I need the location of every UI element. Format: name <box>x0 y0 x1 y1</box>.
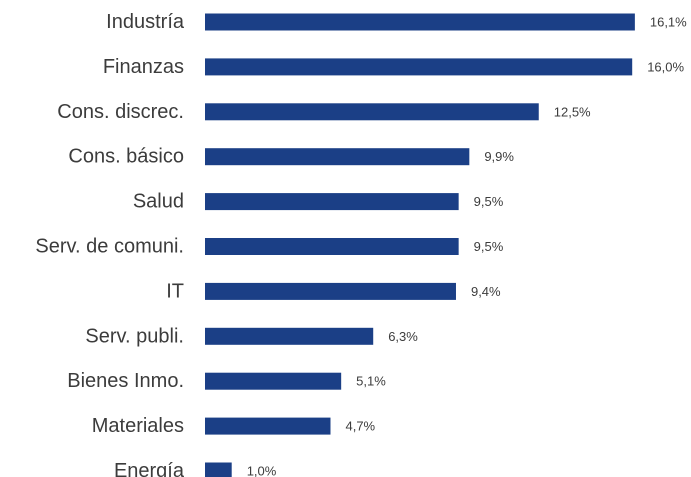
category-label: Serv. de comuni. <box>35 236 184 258</box>
bar <box>205 193 459 211</box>
bar <box>205 58 633 76</box>
category-label: Serv. publi. <box>85 325 184 347</box>
bar <box>205 238 459 255</box>
bar <box>205 462 232 477</box>
value-label: 9,5% <box>474 239 504 254</box>
bars <box>205 13 635 477</box>
category-label: Salud <box>133 191 184 213</box>
bar <box>205 13 635 31</box>
value-label: 4,7% <box>345 419 375 434</box>
bar <box>205 372 342 390</box>
value-label: 9,9% <box>484 149 514 164</box>
category-label: Cons. básico <box>68 146 184 168</box>
value-label: 1,0% <box>247 464 277 477</box>
value-label: 16,0% <box>647 59 684 74</box>
category-label: Finanzas <box>103 56 184 78</box>
value-label: 9,4% <box>471 284 501 299</box>
bar <box>205 327 374 345</box>
value-labels: 16,1% 16,0% 12,5% 9,9% 9,5% 9,5% 9,4% 6,3% 5,1% 4… <box>247 15 687 477</box>
category-label: Energía <box>114 460 185 477</box>
category-label: Cons. discrec. <box>57 101 184 123</box>
value-label: 5,1% <box>356 374 386 389</box>
category-label: Industría <box>106 11 185 33</box>
category-label: IT <box>166 280 184 302</box>
bar <box>205 148 470 166</box>
category-label: Materiales <box>92 415 184 437</box>
bar <box>205 282 456 300</box>
value-label: 16,1% <box>650 15 687 30</box>
value-label: 6,3% <box>388 329 418 344</box>
value-label: 12,5% <box>554 104 591 119</box>
bar <box>205 103 539 121</box>
bar <box>205 417 331 435</box>
category-label: Bienes Inmo. <box>67 370 184 392</box>
category-labels: Industría Finanzas Cons. discrec. Cons. bás… <box>35 11 184 477</box>
value-label: 9,5% <box>474 194 504 209</box>
